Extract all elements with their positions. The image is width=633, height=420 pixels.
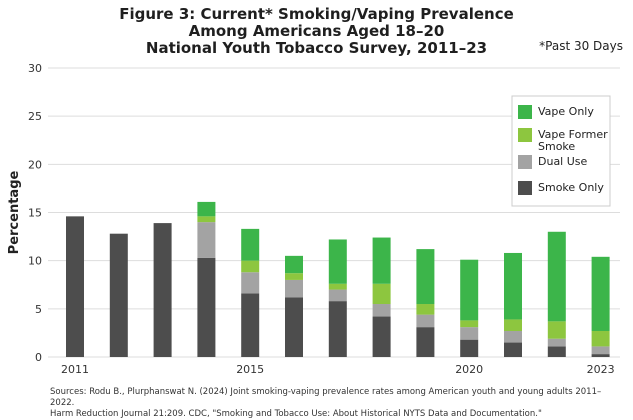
- bar-2021-vape-former-smoke: [504, 319, 522, 331]
- y-tick-label-10: 10: [28, 255, 42, 268]
- bar-2015-smoke-only: [241, 293, 260, 357]
- bar-2022-vape-only: [547, 231, 566, 322]
- bar-2019-smoke-only: [416, 327, 435, 357]
- bar-2016-vape-former-smoke: [285, 273, 303, 280]
- y-tick-label-30: 30: [28, 62, 42, 75]
- x-tick-label-2020: 2020: [455, 363, 483, 376]
- bar-2016-vape-only: [285, 255, 303, 274]
- bar-2014-dual-use: [197, 222, 216, 258]
- bar-2022-vape-former-smoke: [547, 321, 566, 339]
- title-line-1: Figure 3: Current* Smoking/Vaping Preval…: [119, 5, 514, 23]
- legend-swatch-vape-only: [518, 105, 532, 119]
- bar-2014-vape-former-smoke: [197, 216, 216, 223]
- y-tick-label-20: 20: [28, 158, 42, 171]
- legend-label-vape-only: Vape Only: [538, 105, 594, 118]
- title-line-3: National Youth Tobacco Survey, 2011–23: [145, 39, 488, 57]
- bar-2020-smoke-only: [460, 339, 479, 357]
- bar-2023-dual-use: [591, 346, 610, 355]
- bar-2018-vape-only: [372, 237, 391, 284]
- y-tick-label-15: 15: [28, 207, 42, 220]
- bar-2011-smoke-only: [66, 216, 84, 357]
- legend-swatch-dual-use: [518, 155, 532, 169]
- x-tick-label-2015: 2015: [236, 363, 264, 376]
- bar-2016-dual-use: [285, 279, 303, 298]
- bar-2015-vape-only: [241, 228, 260, 261]
- sources-note: Sources: Rodu B., Plurphanswat N. (2024)…: [50, 387, 625, 420]
- bar-2020-vape-former-smoke: [460, 320, 479, 328]
- bar-2014-smoke-only: [197, 257, 216, 357]
- y-axis-label: Percentage: [7, 171, 22, 255]
- bar-2017-smoke-only: [328, 301, 347, 357]
- bar-2021-smoke-only: [504, 342, 522, 357]
- bar-2022-smoke-only: [547, 346, 566, 357]
- bar-2018-vape-former-smoke: [372, 283, 391, 305]
- title-line-2: Among Americans Aged 18–20: [188, 22, 445, 40]
- bar-2021-vape-only: [504, 252, 522, 320]
- sources-line-2: Harm Reduction Journal 21:209. CDC, "Smo…: [50, 409, 542, 419]
- legend-label-smoke-only: Smoke Only: [538, 181, 604, 194]
- bar-2019-vape-only: [416, 249, 435, 305]
- bar-2018-smoke-only: [372, 316, 391, 357]
- legend-swatch-vape-former-smoke: [518, 128, 532, 142]
- bar-2016-smoke-only: [285, 297, 303, 357]
- bar-2023-vape-only: [591, 256, 610, 331]
- y-tick-label-5: 5: [35, 303, 42, 316]
- x-tick-label-2023: 2023: [587, 363, 615, 376]
- legend-label-dual-use: Dual Use: [538, 155, 588, 168]
- bar-2017-vape-former-smoke: [328, 283, 347, 290]
- past-30-days-note: *Past 30 Days: [539, 39, 623, 53]
- chart-title: Figure 3: Current* Smoking/Vaping Preval…: [0, 6, 633, 57]
- legend-label-vape-former-smoke: Vape Former Smoke: [538, 128, 608, 153]
- x-tick-label-2011: 2011: [61, 363, 89, 376]
- bar-2019-vape-former-smoke: [416, 304, 435, 315]
- bar-2018-dual-use: [372, 304, 391, 317]
- bar-2020-vape-only: [460, 259, 479, 321]
- bar-2015-vape-former-smoke: [241, 260, 260, 273]
- bar-2023-smoke-only: [591, 354, 610, 357]
- bar-2017-vape-only: [328, 239, 347, 284]
- bar-2020-dual-use: [460, 327, 479, 340]
- bar-2015-dual-use: [241, 272, 260, 294]
- bar-2021-dual-use: [504, 330, 522, 343]
- bar-2017-dual-use: [328, 289, 347, 302]
- y-tick-label-25: 25: [28, 110, 42, 123]
- y-tick-label-0: 0: [35, 351, 42, 364]
- bar-2012-smoke-only: [109, 233, 128, 357]
- bar-2014-vape-only: [197, 201, 216, 217]
- bar-2022-dual-use: [547, 338, 566, 347]
- bar-2023-vape-former-smoke: [591, 330, 610, 347]
- bar-2019-dual-use: [416, 314, 435, 328]
- sources-line-1: Sources: Rodu B., Plurphanswat N. (2024)…: [50, 387, 602, 408]
- legend-swatch-smoke-only: [518, 181, 532, 195]
- bar-2013-smoke-only: [153, 223, 172, 357]
